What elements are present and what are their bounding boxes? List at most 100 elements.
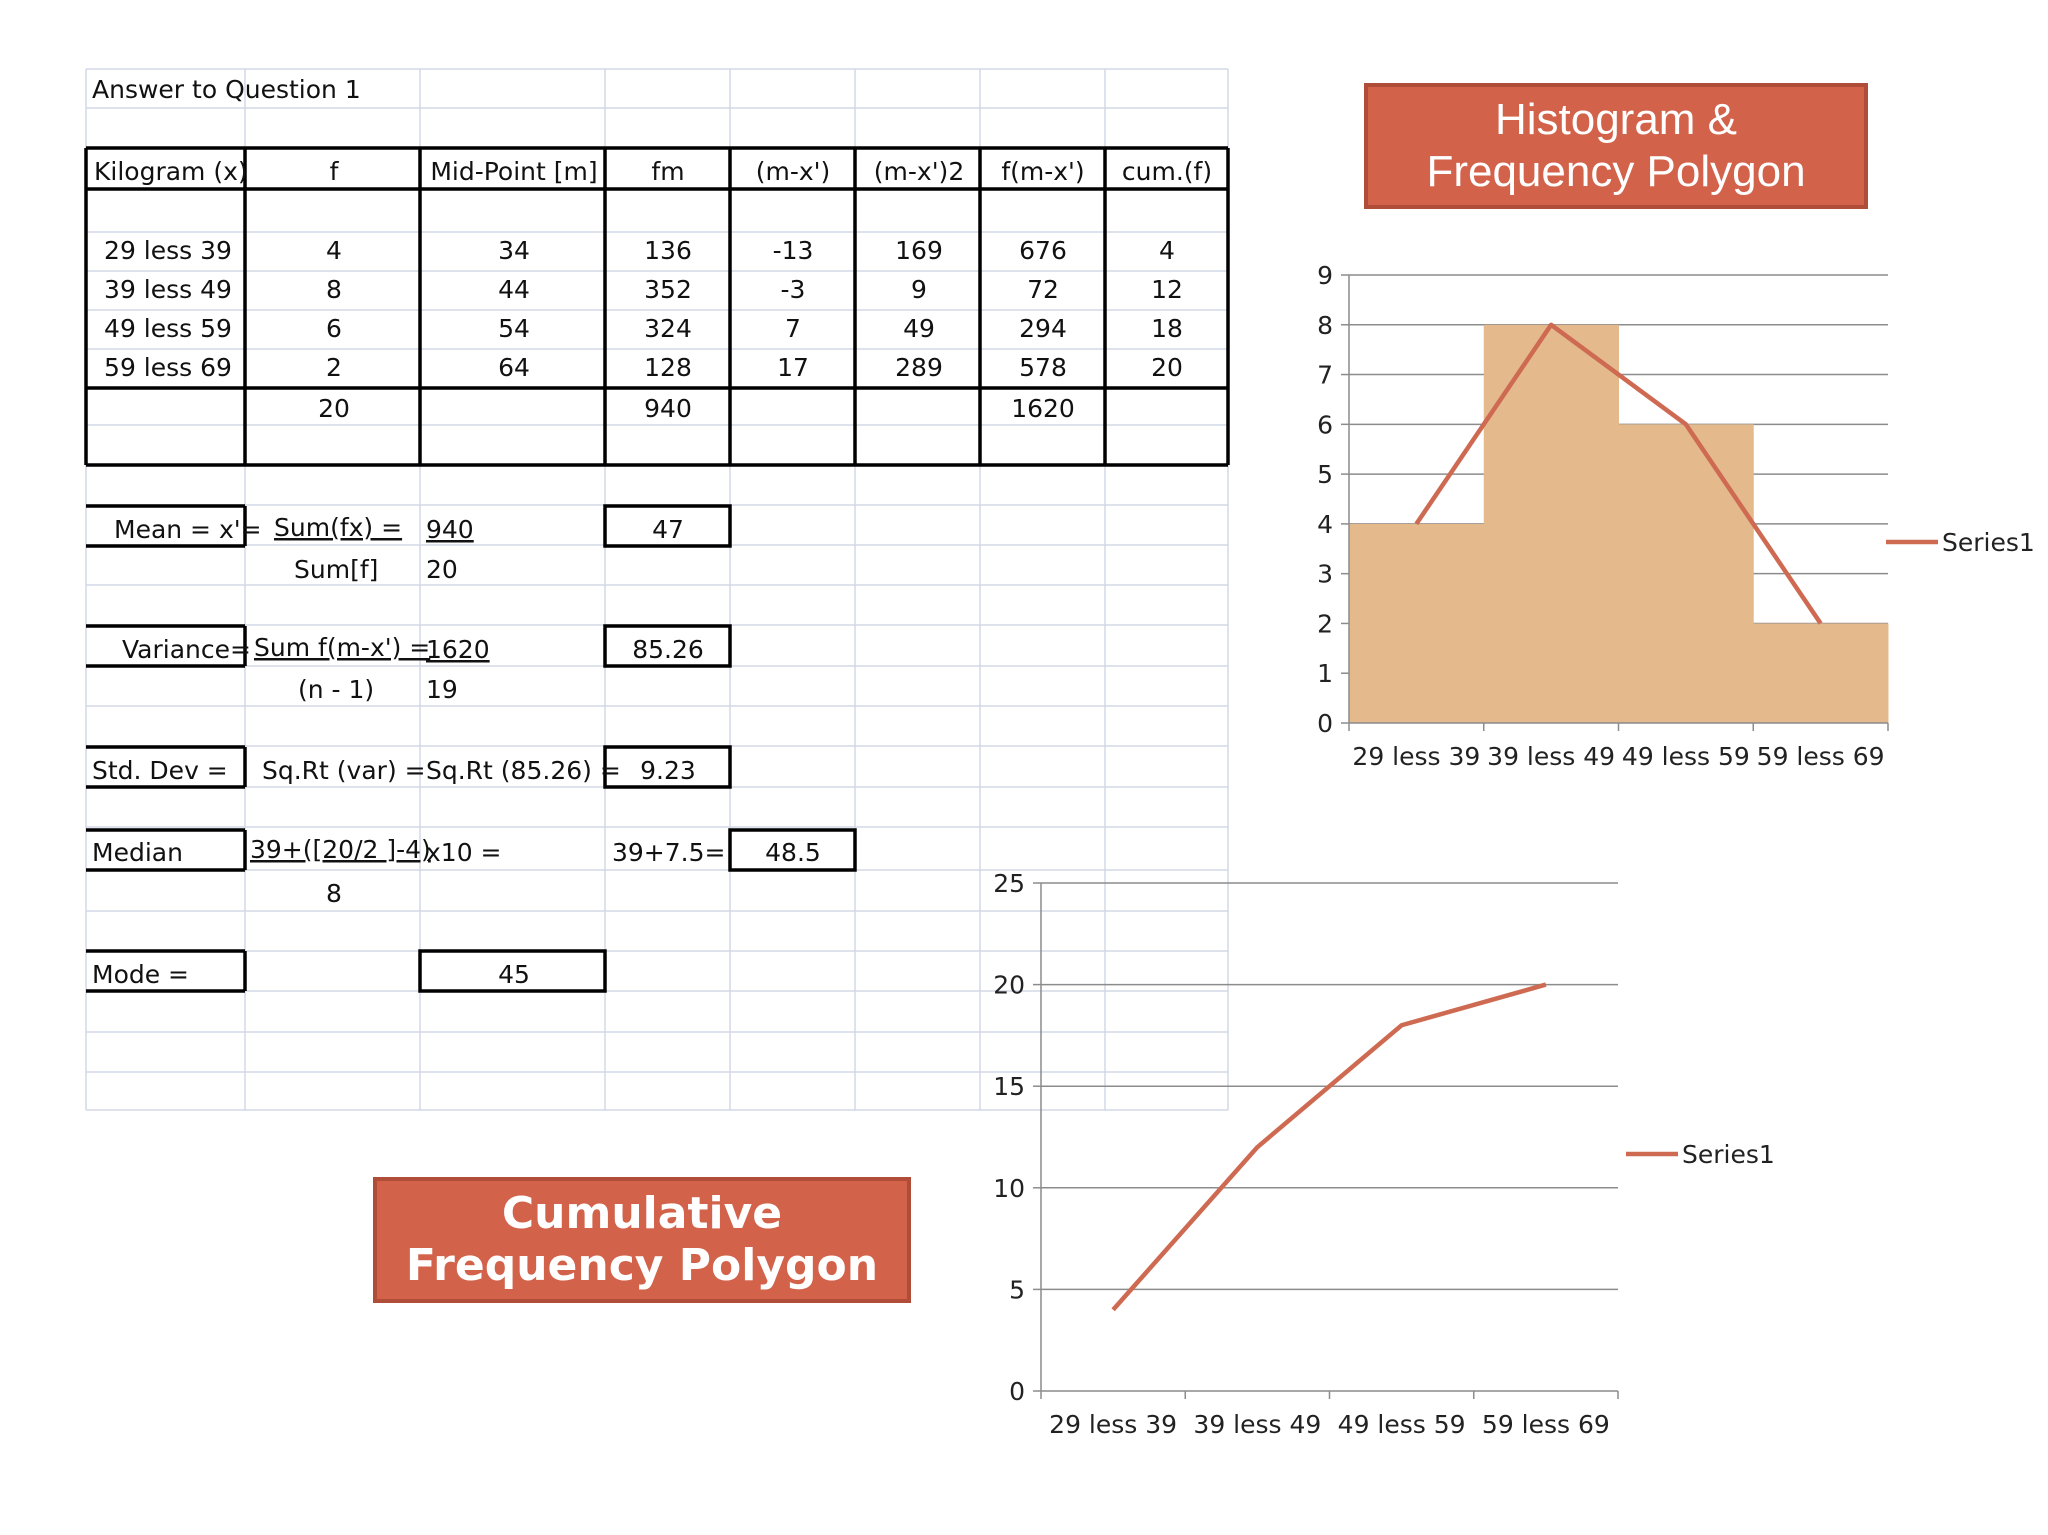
x-tick-label: 59 less 69	[1482, 1410, 1610, 1439]
x-tick-label: 29 less 39	[1049, 1410, 1177, 1439]
x-tick-label: 39 less 49	[1487, 742, 1615, 771]
table-cell: 6	[326, 314, 342, 343]
table-cell: 7	[785, 314, 801, 343]
mean-result: 47	[652, 515, 684, 544]
y-tick-label: 1	[1317, 659, 1333, 688]
variance-numerator-value: 1620	[426, 635, 490, 664]
table-cell: 128	[644, 353, 692, 382]
mean-numerator-value: 940	[426, 515, 474, 544]
cumulative-chart: 0 5 10 15 20 25 29 less 39 39 less 49 49 less 59…	[993, 869, 1775, 1439]
sheet-borders	[84, 146, 1230, 993]
table-cell: 136	[644, 236, 692, 265]
median-expr-3: 39+7.5=	[612, 838, 725, 867]
total-fmx: 1620	[1011, 394, 1075, 423]
stddev-result: 9.23	[640, 756, 696, 785]
table-cell: 72	[1027, 275, 1059, 304]
variance-result: 85.26	[632, 635, 704, 664]
header-cum-f: cum.(f)	[1122, 157, 1212, 186]
table-cell: 39 less 49	[104, 275, 232, 304]
x-tick-label: 49 less 59	[1622, 742, 1750, 771]
series-line	[1111, 982, 1547, 1312]
table-cell: 2	[326, 353, 342, 382]
histogram-title-line-2: Frequency Polygon	[1426, 147, 1806, 196]
table-cell: 44	[498, 275, 530, 304]
table-cell: 352	[644, 275, 692, 304]
table-cell: 29 less 39	[104, 236, 232, 265]
y-tick-label: 5	[1317, 460, 1333, 489]
table-cell: 169	[895, 236, 943, 265]
mode-result: 45	[498, 960, 530, 989]
median-result: 48.5	[765, 838, 821, 867]
table-cell: 324	[644, 314, 692, 343]
table-cell: 54	[498, 314, 530, 343]
y-tick-label: 8	[1317, 311, 1333, 340]
table-cell: 294	[1019, 314, 1067, 343]
mean-result-box	[603, 504, 732, 548]
y-tick-label: 3	[1317, 560, 1333, 589]
mean-denominator-value: 20	[426, 555, 458, 584]
table-cell: 8	[326, 275, 342, 304]
y-tick-label: 6	[1317, 410, 1333, 439]
table-cell: 18	[1151, 314, 1183, 343]
table-cell: 59 less 69	[104, 353, 232, 382]
median-denominator: 8	[326, 879, 342, 908]
table-cell: 49	[903, 314, 935, 343]
total-f: 20	[318, 394, 350, 423]
cumulative-title-line-1: Cumulative	[501, 1188, 783, 1239]
x-tick-label: 39 less 49	[1193, 1410, 1321, 1439]
total-fm: 940	[644, 394, 692, 423]
median-expr-2: x10 =	[426, 838, 502, 867]
table-cell: 289	[895, 353, 943, 382]
title-cell: Answer to Question 1	[92, 75, 361, 104]
y-tick-label: 15	[993, 1072, 1025, 1101]
table-cell: 4	[326, 236, 342, 265]
median-result-box	[728, 828, 857, 872]
y-tick-label: 0	[1317, 709, 1333, 738]
table-cell: 64	[498, 353, 530, 382]
legend-label: Series1	[1682, 1140, 1775, 1169]
x-tick-label: 59 less 69	[1757, 742, 1885, 771]
table-row: 39 less 49 8 44 352 -3 9 72 12	[104, 275, 1183, 304]
table-cell: -13	[773, 236, 814, 265]
header-f: f	[330, 157, 340, 186]
y-tick-label: 25	[993, 869, 1025, 898]
y-tick-label: 20	[993, 971, 1025, 1000]
legend-label: Series1	[1942, 528, 2035, 557]
cumulative-title-line-2: Frequency Polygon	[405, 1240, 879, 1291]
table-cell: 12	[1151, 275, 1183, 304]
table-row: 29 less 39 4 34 136 -13 169 676 4	[104, 236, 1175, 265]
bar	[1618, 424, 1754, 723]
y-tick-label: 0	[1009, 1377, 1025, 1406]
mode-label: Mode =	[92, 960, 189, 989]
variance-denominator-value: 19	[426, 675, 458, 704]
table-cell: 9	[911, 275, 927, 304]
table-cell: 34	[498, 236, 530, 265]
bar	[1349, 523, 1485, 723]
series-line	[1414, 322, 1823, 625]
bar	[1483, 324, 1619, 723]
y-tick-label: 2	[1317, 609, 1333, 638]
y-tick-label: 7	[1317, 361, 1333, 390]
table-cell: 17	[777, 353, 809, 382]
stddev-expr-2: Sq.Rt (85.26) =	[426, 756, 621, 785]
histogram-title-banner: Histogram & Frequency Polygon	[1364, 83, 1868, 209]
variance-denominator-label: (n - 1)	[298, 675, 374, 704]
spreadsheet: Answer to Question 1 Kilogram (x) f Mid-…	[84, 68, 1230, 1111]
table-cell: 49 less 59	[104, 314, 232, 343]
cumulative-title-banner: Cumulative Frequency Polygon	[373, 1177, 911, 1303]
variance-numerator-label: Sum f(m-x') =	[254, 633, 430, 662]
y-tick-label: 4	[1317, 510, 1333, 539]
y-tick-label: 10	[993, 1174, 1025, 1203]
mean-numerator-label: Sum(fx) =	[274, 513, 402, 542]
header-f-m-minus-x: f(m-x')	[1001, 157, 1084, 186]
histogram-chart: 0 1 2 3 4 5 6 7 8 9 29 less 39 39 less 49 49 less 59…	[1317, 261, 2035, 771]
y-tick-label: 9	[1317, 261, 1333, 290]
table-cell: 578	[1019, 353, 1067, 382]
header-m-minus-x: (m-x')	[756, 157, 831, 186]
y-tick-label: 5	[1009, 1275, 1025, 1304]
bar	[1753, 623, 1889, 723]
x-tick-label: 29 less 39	[1352, 742, 1480, 771]
header-kilogram: Kilogram (x)	[94, 157, 248, 186]
variance-label: Variance=	[122, 635, 251, 664]
table-row: 59 less 69 2 64 128 17 289 578 20	[104, 353, 1183, 382]
